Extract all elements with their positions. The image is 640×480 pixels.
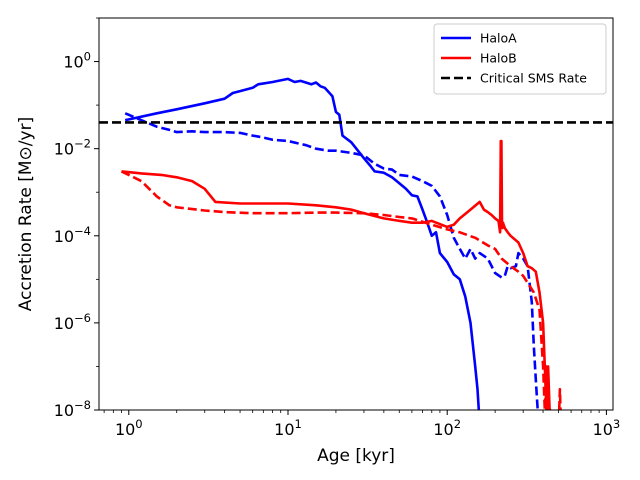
x-tick-label: 101	[274, 417, 302, 439]
series-line-haloa-dashed	[124, 112, 540, 410]
legend-label-haloa: HaloA	[480, 31, 517, 46]
legend-label-halob: HaloB	[480, 51, 517, 66]
series-line-halob-dashed	[120, 170, 550, 410]
series-layer	[99, 77, 613, 410]
legend-items: HaloA HaloB Critical SMS Rate	[441, 31, 587, 86]
x-tick-label: 103	[593, 417, 621, 439]
x-tick-label: 100	[115, 417, 143, 439]
y-tick-label: 10−2	[54, 137, 91, 159]
x-axis-title: Age [kyr]	[317, 446, 395, 466]
x-tick-label: 102	[433, 417, 461, 439]
y-axis-title: Accretion Rate [M⊙/yr]	[16, 117, 36, 311]
ticks-layer: 100 101 102 103 100 10−2 10−4 10−6 10−8	[54, 17, 621, 439]
plot-frame	[98, 17, 614, 411]
series-line-haloa	[124, 77, 481, 410]
series-line-halob-dashed-late	[557, 387, 562, 410]
legend-label-critical-sms-rate: Critical SMS Rate	[480, 71, 587, 86]
y-tick-label: 10−6	[54, 311, 91, 333]
series-line-halob	[121, 139, 552, 410]
legend: HaloA HaloB Critical SMS Rate	[433, 23, 607, 95]
y-tick-label: 100	[63, 50, 91, 72]
y-tick-label: 10−4	[54, 224, 91, 246]
legend-box	[433, 23, 607, 95]
y-tick-label: 10−8	[54, 398, 91, 420]
